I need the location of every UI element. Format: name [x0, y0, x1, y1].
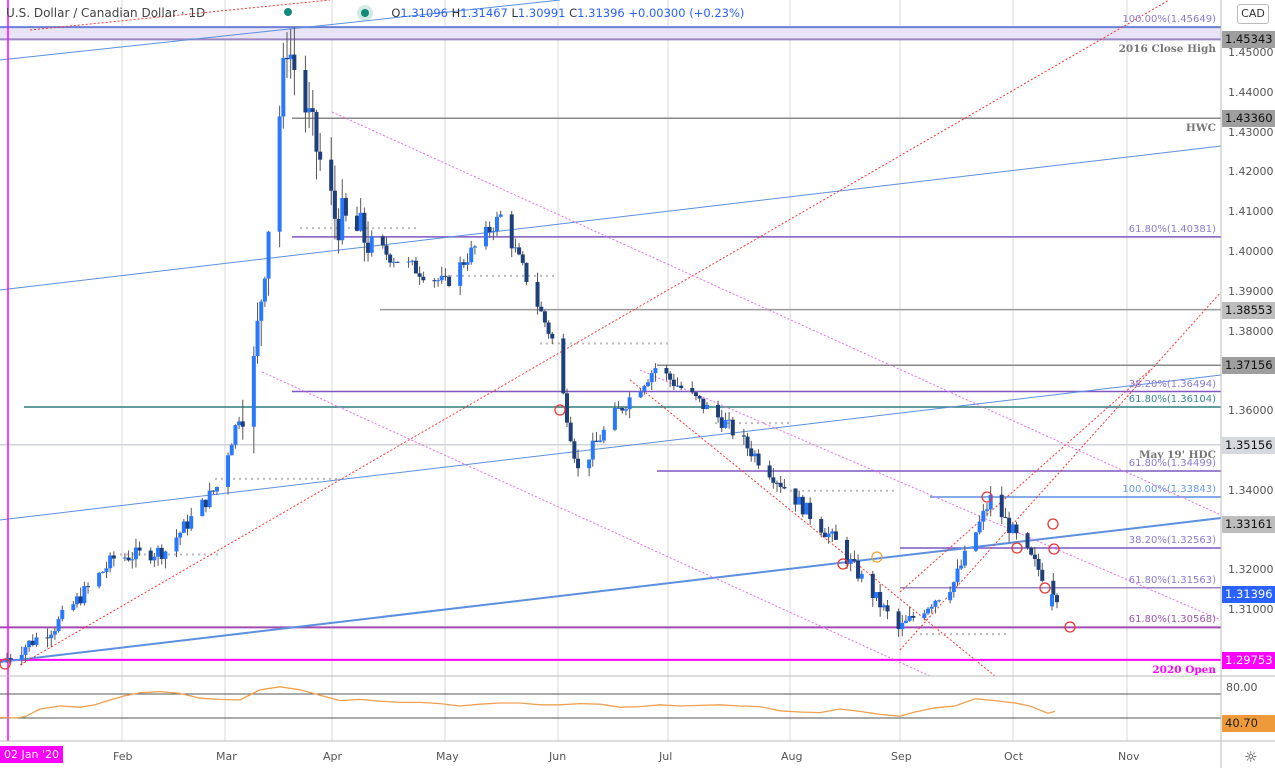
- level-label: 61.80%(1.34499): [1128, 457, 1216, 469]
- price-tick: 1.44000: [1228, 85, 1274, 99]
- level-label: 61.80%(1.36104): [1128, 394, 1216, 406]
- price-tick: 1.39000: [1228, 284, 1274, 298]
- price-level-tag: 1.33161: [1222, 516, 1275, 534]
- crosshair-date-tag: 02 Jan '20: [0, 746, 63, 763]
- price-level-tag: 1.29753: [1222, 651, 1275, 669]
- month-label-nov: Nov: [1118, 750, 1140, 763]
- level-label: 38.20%(1.36494): [1128, 378, 1216, 390]
- month-label-oct: Oct: [1004, 750, 1024, 763]
- price-tick: 1.32000: [1228, 563, 1274, 577]
- level-label: 61.80%(1.30568): [1128, 614, 1216, 626]
- price-tick: 1.34000: [1228, 483, 1274, 497]
- month-label-sep: Sep: [891, 750, 912, 763]
- level-label: 61.80%(1.31563): [1128, 574, 1216, 586]
- gear-icon[interactable]: ☼: [1244, 748, 1258, 766]
- month-label-aug: Aug: [781, 750, 803, 763]
- level-label: 100.00%(1.33843): [1122, 484, 1216, 496]
- price-level-tag: 1.31396: [1222, 586, 1275, 604]
- market-status-dot: [361, 9, 370, 17]
- level-label: 100.00%(1.45649): [1122, 14, 1216, 26]
- price-tick: 1.40000: [1228, 245, 1274, 258]
- price-tick: 1.38000: [1228, 324, 1274, 338]
- price-level-tag: 1.38553: [1222, 301, 1275, 319]
- price-level-tag: 1.37156: [1222, 357, 1275, 375]
- price-tick: 1.31000: [1228, 603, 1274, 617]
- level-label: 2016 Close High: [1118, 43, 1216, 56]
- price-level-tag: 1.45343: [1222, 31, 1275, 49]
- month-label-apr: Apr: [323, 750, 343, 763]
- level-label: 38.20%(1.32563): [1128, 534, 1216, 546]
- price-level-tag: 1.35156: [1222, 436, 1275, 454]
- ohlc-values: O1.31096 H1.31467 L1.30991 C1.31396 +0.0…: [391, 6, 745, 20]
- price-tick: 1.36000: [1228, 404, 1274, 418]
- change-value: +0.00300 (+0.23%): [628, 6, 745, 20]
- rsi-last-value-tag: 40.70: [1222, 715, 1275, 732]
- level-label: May 19' HDC: [1138, 448, 1216, 461]
- month-label-may: May: [436, 750, 459, 763]
- month-label-feb: Feb: [113, 750, 133, 763]
- level-label: HWC: [1185, 122, 1216, 135]
- currency-button[interactable]: CAD: [1237, 4, 1269, 24]
- month-label-jul: Jul: [659, 750, 673, 763]
- rsi-tick-80: 80.00: [1226, 681, 1258, 694]
- price-tick: 1.42000: [1228, 165, 1274, 179]
- chart-legend: U.S. Dollar / Canadian Dollar · 1D O1.31…: [6, 6, 744, 20]
- level-label: 61.80%(1.40381): [1128, 223, 1216, 235]
- month-label-mar: Mar: [216, 750, 237, 763]
- price-tick: 1.43000: [1228, 125, 1274, 139]
- level-label: 2020 Open: [1152, 663, 1216, 676]
- price-level-tag: 1.43360: [1222, 110, 1275, 128]
- symbol-title: U.S. Dollar / Canadian Dollar · 1D: [6, 6, 206, 20]
- month-label-jun: Jun: [549, 750, 567, 763]
- price-tick: 1.41000: [1228, 205, 1274, 219]
- price-tick: 1.45000: [1228, 46, 1274, 59]
